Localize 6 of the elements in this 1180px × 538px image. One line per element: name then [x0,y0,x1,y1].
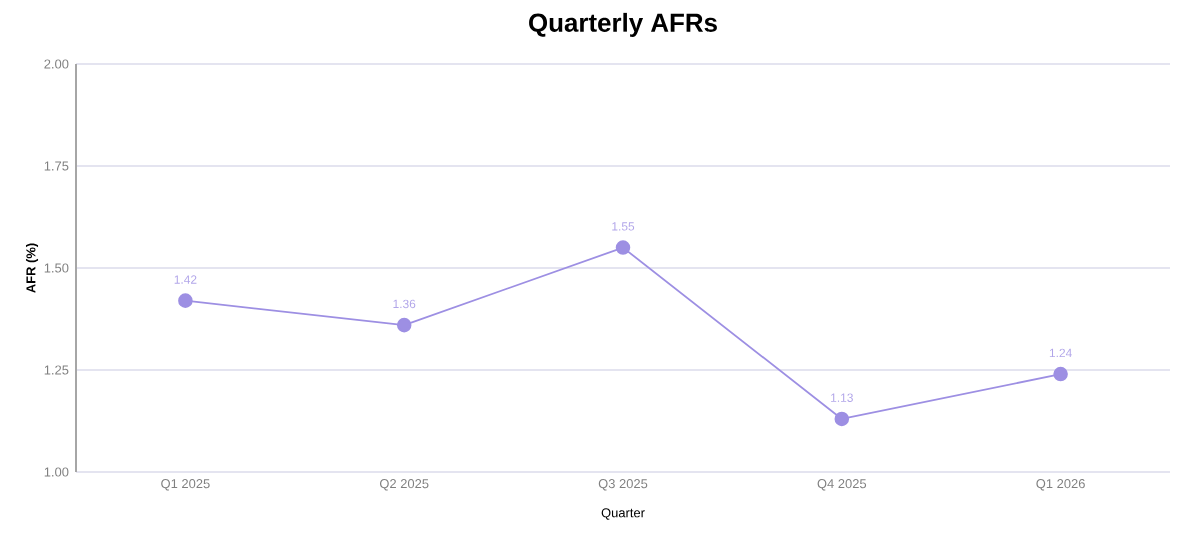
point [615,240,631,255]
point [396,317,412,333]
point [834,411,850,427]
chart-title: Quarterly AFRs [529,12,717,38]
point [1053,366,1068,382]
point [178,293,193,308]
